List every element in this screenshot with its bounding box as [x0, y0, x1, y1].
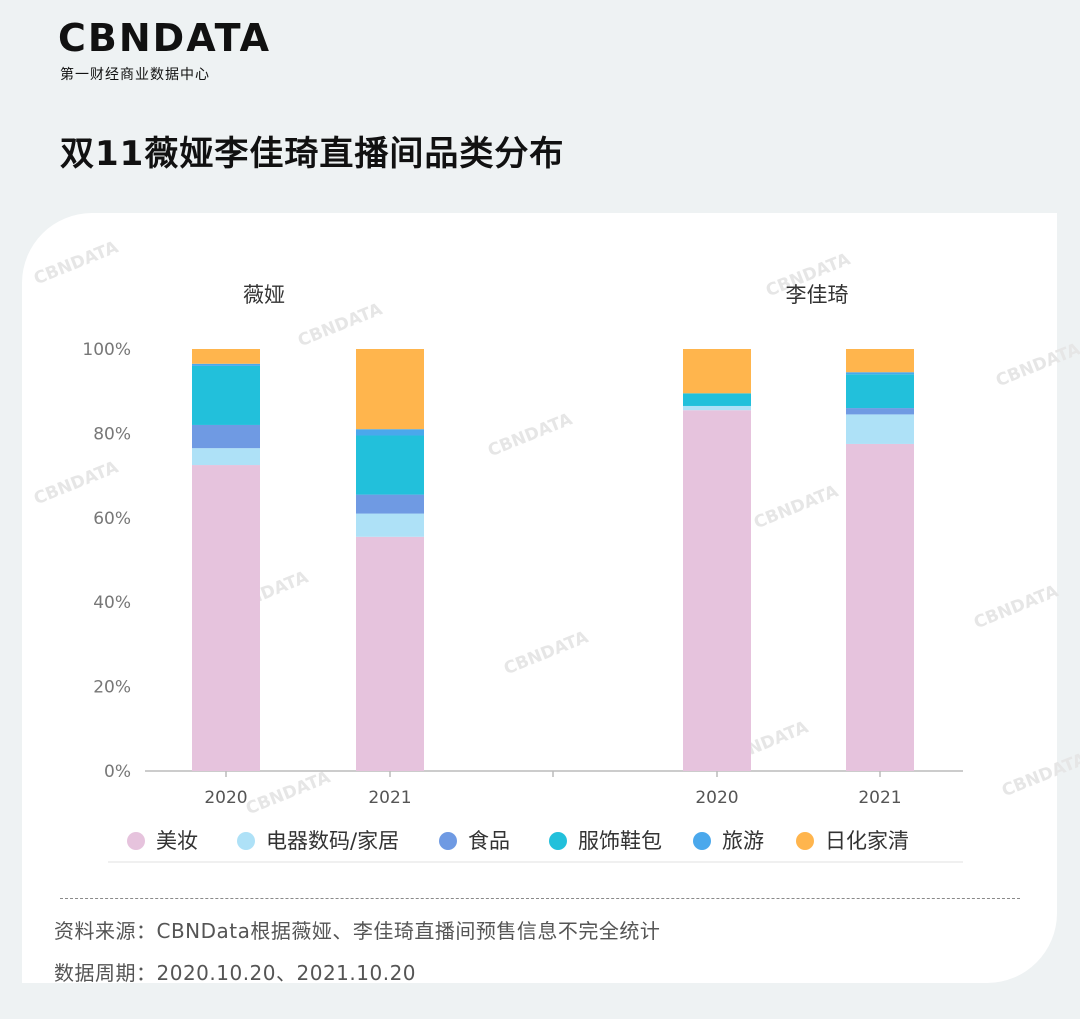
legend-label: 服饰鞋包: [578, 829, 662, 853]
logo: CBNDATA: [58, 16, 272, 60]
watermark-3: CBNDATA: [485, 409, 576, 461]
y-tick-label: 0%: [104, 762, 131, 782]
group-label: 薇娅: [243, 283, 285, 307]
legend-swatch: [796, 832, 814, 850]
footer-divider: [60, 898, 1020, 899]
y-tick-label: 60%: [93, 509, 131, 529]
y-tick-label: 100%: [82, 340, 131, 360]
y-tick-label: 80%: [93, 424, 131, 444]
watermark-11: CBNDATA: [971, 581, 1062, 633]
x-tick-label: 2021: [858, 788, 901, 808]
legend-label: 美妆: [156, 829, 198, 853]
bar-segment: [846, 374, 914, 409]
logo-subtitle: 第一财经商业数据中心: [60, 67, 210, 83]
bar-segment: [192, 448, 260, 466]
watermark-1: CBNDATA: [295, 299, 386, 351]
bar-segment: [192, 424, 260, 449]
bar-segment: [356, 429, 424, 436]
bar-segment: [192, 365, 260, 425]
legend-label: 旅游: [722, 829, 764, 853]
bar-segment: [683, 393, 751, 406]
watermark-12: CBNDATA: [999, 749, 1080, 801]
bar-segment: [846, 408, 914, 415]
bar-segment: [356, 349, 424, 430]
bar-segment: [683, 349, 751, 394]
watermark-5: CBNDATA: [501, 627, 592, 679]
legend-swatch: [439, 832, 457, 850]
bar-segment: [846, 443, 914, 771]
watermark-8: CBNDATA: [243, 767, 334, 819]
legend-swatch: [693, 832, 711, 850]
x-tick-label: 2020: [204, 788, 247, 808]
watermark-10: CBNDATA: [993, 339, 1080, 391]
legend-swatch: [549, 832, 567, 850]
bar-segment: [356, 513, 424, 537]
watermark-0: CBNDATA: [31, 237, 122, 289]
source-note: 资料来源：CBNData根据薇娅、李佳琦直播间预售信息不完全统计: [54, 919, 661, 943]
legend-swatch: [127, 832, 145, 850]
group-label: 李佳琦: [786, 283, 849, 307]
bar-segment: [192, 349, 260, 364]
legend-label: 食品: [468, 829, 510, 853]
x-tick-label: 2021: [368, 788, 411, 808]
bar-segment: [683, 405, 751, 411]
x-tick-label: 2020: [695, 788, 738, 808]
bar-segment: [192, 465, 260, 771]
legend-label: 电器数码/家居: [266, 829, 399, 853]
watermark-6: CBNDATA: [751, 481, 842, 533]
y-tick-label: 20%: [93, 678, 131, 698]
period-note: 数据周期：2020.10.20、2021.10.20: [54, 961, 417, 985]
bar-segment: [356, 536, 424, 771]
bar-segment: [683, 410, 751, 771]
legend-swatch: [237, 832, 255, 850]
bar-segment: [356, 435, 424, 495]
bar-segment: [846, 414, 914, 444]
bar-segment: [356, 494, 424, 514]
legend-label: 日化家清: [825, 829, 909, 853]
bar-segment: [846, 372, 914, 375]
page-title: 双11薇娅李佳琦直播间品类分布: [60, 134, 565, 174]
y-tick-label: 40%: [93, 593, 131, 613]
bar-segment: [846, 349, 914, 373]
bar-segment: [192, 363, 260, 366]
watermark-2: CBNDATA: [31, 457, 122, 509]
